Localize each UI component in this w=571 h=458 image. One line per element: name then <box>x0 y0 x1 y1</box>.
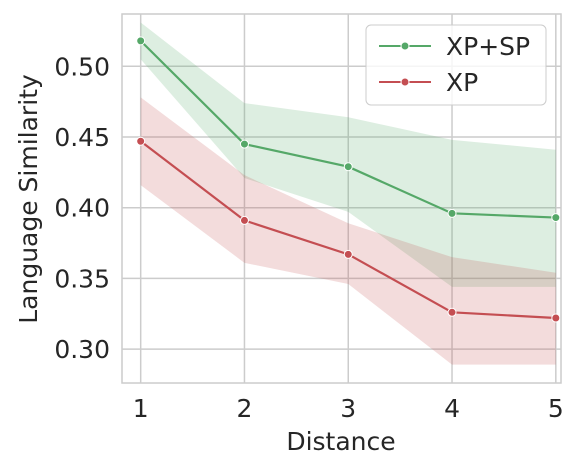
x-tick-label: 3 <box>340 394 356 423</box>
x-tick-label: 5 <box>548 394 564 423</box>
y-tick-label: 0.35 <box>54 264 110 293</box>
legend-marker-xp <box>400 77 410 87</box>
point-xp <box>551 313 561 323</box>
point-xp-sp <box>447 208 457 218</box>
y-axis-label: Language Similarity <box>14 74 43 324</box>
x-tick-label: 2 <box>237 394 253 423</box>
point-xp-sp <box>239 139 249 149</box>
y-tick-label: 0.40 <box>54 194 110 223</box>
point-xp <box>239 215 249 225</box>
legend: XP+SP XP <box>365 24 547 106</box>
y-tick-label: 0.45 <box>54 123 110 152</box>
x-tick-label: 1 <box>133 394 149 423</box>
x-axis-label: Distance <box>286 427 395 456</box>
x-tick-label: 4 <box>444 394 460 423</box>
y-tick-label: 0.50 <box>54 52 110 81</box>
point-xp-sp <box>343 162 353 172</box>
series-points <box>136 36 561 323</box>
point-xp-sp <box>136 36 146 46</box>
point-xp <box>447 307 457 317</box>
point-xp-sp <box>551 213 561 223</box>
y-tick-labels: 0.30 0.35 0.40 0.45 0.50 <box>54 52 110 364</box>
point-xp <box>343 249 353 259</box>
legend-marker-xp-sp <box>400 41 410 51</box>
y-tick-label: 0.30 <box>54 335 110 364</box>
band-xp-sp <box>140 22 556 287</box>
point-xp <box>136 136 146 146</box>
plot-frame <box>121 13 562 384</box>
band-xp <box>140 97 556 365</box>
confidence-bands <box>140 22 556 365</box>
legend-label-xp: XP <box>446 68 478 97</box>
x-tick-labels: 1 2 3 4 5 <box>133 394 564 423</box>
legend-label-xp-sp: XP+SP <box>446 32 530 61</box>
